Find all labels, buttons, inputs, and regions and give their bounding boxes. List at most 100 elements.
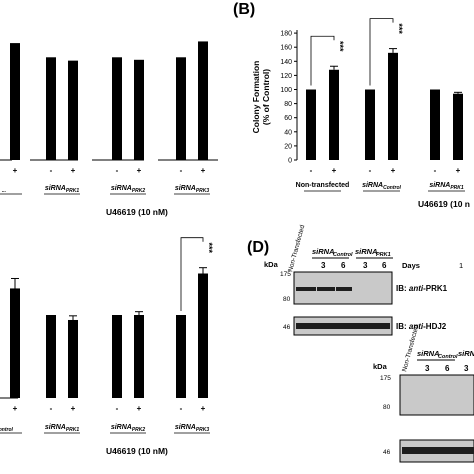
panel-b-sign-minus-2: - (434, 166, 437, 175)
blot-bottom-kda-label: kDa (373, 362, 388, 371)
panel-b-sign-plus-0: + (332, 166, 337, 175)
panel-b-chart: 0 20 40 60 80 100 120 140 160 180 Colony Formatio… (251, 18, 470, 209)
blot-band-prk1-lane-1 (296, 287, 316, 291)
panel-b-y-ticks: 0 20 40 60 80 100 120 140 160 180 (280, 31, 297, 165)
panel-c-bar-plus-3 (198, 273, 208, 398)
panel-a-category-label-1: siRNAPRK1 (45, 185, 80, 194)
panel-a-category-label-0: ... (2, 188, 6, 194)
panel-c-bar-plus-1 (68, 319, 78, 398)
ib-hdj2-anti: anti (409, 322, 424, 331)
blot-top-ib-label-prk1: IB: anti-PRK1 (396, 284, 448, 293)
ib-prk1-target: -PRK1 (423, 284, 448, 293)
panel-b-category-main-2: siRNA (429, 182, 450, 189)
panel-b-ytick-label-4: 80 (284, 101, 292, 108)
panel-c-bar-minus-1 (46, 315, 56, 398)
panel-a-category-sub-2: PRK2 (132, 188, 146, 194)
blot-bottom-membrane (399, 374, 474, 416)
panel-b-ytick-label-0: 0 (288, 158, 292, 165)
panel-b-category-label-2: siRNAPRK1 (429, 182, 464, 191)
panel-b-ytick-label-5: 100 (280, 87, 292, 94)
panel-a-sign-plus-2: + (137, 166, 142, 175)
panel-b-ylabel-line2: (% of Control) (261, 69, 271, 125)
blot-top-ib-label-hdj2: IB: anti-HDJ2 (396, 322, 447, 331)
panel-b-sign-plus-1: + (391, 166, 396, 175)
panel-c-sign-plus-3: + (201, 404, 206, 413)
panel-c-category-main-3: siRNA (175, 424, 196, 431)
panel-a-category-main-3: siRNA (175, 185, 196, 192)
panel-a-category-sub-3: PRK3 (196, 188, 210, 194)
blot-top-lane-2: 6 (341, 261, 346, 270)
panel-b-ytick-label-6: 120 (280, 73, 292, 80)
panel-a-bar-minus-1 (46, 57, 56, 160)
panel-c-category-label-1: siRNAPRK1 (45, 424, 80, 433)
panel-b-footer: U46619 (10 n (418, 199, 470, 209)
panel-b-category-main-1: siRNA (362, 182, 383, 189)
western-blot-bottom: Non-Transfected siRNA Control siRNA kDa … (373, 324, 474, 463)
panel-c-footer: U46619 (10 nM) (106, 446, 168, 456)
panel-b-ytick-label-7: 140 (280, 59, 292, 66)
panel-c-chart: -+Control-+siRNAPRK1-+siRNAPRK2-+siRNAPR… (0, 237, 214, 456)
blot-top-kda-label: kDa (264, 260, 279, 269)
panel-b-category-label-1: siRNAControl (362, 182, 401, 191)
panel-c-category-main-1: siRNA (45, 424, 66, 431)
blot-bottom-group2-main: siRNA (458, 349, 474, 358)
blot-top-group1-main: siRNA (312, 247, 335, 256)
panel-a-category-label-3: siRNAPRK3 (175, 185, 210, 194)
blot-top-cut-letter: 1 (459, 261, 463, 270)
panel-b-ytick-label-1: 20 (284, 143, 292, 150)
panel-d-letter: (D) (247, 239, 269, 256)
blot-bottom-lane-1: 3 (425, 364, 430, 373)
panel-a-category-sub-1: PRK1 (66, 188, 80, 194)
western-blot-top: Non-Transfected siRNA Control siRNA PRK1… (264, 224, 463, 336)
ib-prk1-anti: anti (409, 284, 424, 293)
blot-top-lane-1: 3 (321, 261, 326, 270)
ib-hdj2-target: -HDJ2 (423, 322, 447, 331)
panel-c-bar-plus-2 (134, 315, 144, 398)
panel-b-bar-minus-1 (365, 89, 375, 160)
blot-bottom-band (402, 447, 474, 454)
panel-a-category-sub-0: ... (2, 188, 6, 194)
panel-a-sign-plus-3: + (201, 166, 206, 175)
panel-b-significance-stars-1: *** (394, 23, 404, 34)
panel-a-sign-minus-1: - (50, 166, 53, 175)
blot-top-group2-main: siRNA (355, 247, 378, 256)
blot-top-group1-sub: Control (333, 252, 353, 258)
blot-bottom-group-header-1: siRNA Control siRNA (417, 349, 474, 360)
panel-c-sign-minus-1: - (50, 404, 53, 413)
blot-bottom-marker-175: 175 (380, 375, 391, 382)
panel-c-bar-plus-0 (10, 288, 20, 398)
blot-top-lane-4: 6 (382, 261, 387, 270)
panel-c-category-label-2: siRNAPRK2 (111, 424, 146, 433)
panel-a-category-main-1: siRNA (45, 185, 66, 192)
panel-b-sign-minus-1: - (369, 166, 372, 175)
blot-top-marker-46: 46 (283, 324, 291, 331)
panel-b-category-sub-2: PRK1 (450, 185, 464, 191)
blot-bottom-lane-2: 6 (445, 364, 450, 373)
panel-a-bar-plus-1 (68, 60, 78, 161)
panel-a-category-main-2: siRNA (111, 185, 132, 192)
panel-c-category-label-0: Control (0, 427, 13, 433)
ib-prk1-prefix: IB: (396, 284, 409, 293)
panel-a-footer: U46619 (10 nM) (106, 207, 168, 217)
panel-c-category-main-2: siRNA (111, 424, 132, 431)
panel-b-significance-bracket-1 (369, 18, 394, 86)
panel-b-category-sub-1: Control (383, 185, 401, 191)
panel-b-ylabel-line1: Colony Formation (251, 61, 261, 134)
blot-bottom-group1-main: siRNA (417, 349, 440, 358)
blot-top-lane-header: Non-Transfected (287, 224, 306, 273)
blot-band-prk1-lane-2 (317, 287, 335, 291)
panel-b-ytick-label-9: 180 (280, 31, 292, 38)
panel-b-category-label-0: Non-transfected (296, 182, 350, 189)
panel-b-sign-plus-2: + (456, 166, 461, 175)
panel-a-bar-plus-0 (10, 43, 20, 160)
panel-c-sign-plus-2: + (137, 404, 142, 413)
panel-b-letter: (B) (233, 1, 255, 18)
blot-top-marker-175: 175 (280, 271, 291, 278)
panel-a-sign-minus-3: - (180, 166, 183, 175)
panel-b-category-main-0: Non-transfected (296, 182, 350, 189)
blot-bottom-group1-sub: Control (438, 354, 458, 360)
panel-b-ytick-label-8: 160 (280, 45, 292, 52)
panel-c-sign-plus-0: + (13, 404, 18, 413)
panel-c-sign-minus-3: - (180, 404, 183, 413)
